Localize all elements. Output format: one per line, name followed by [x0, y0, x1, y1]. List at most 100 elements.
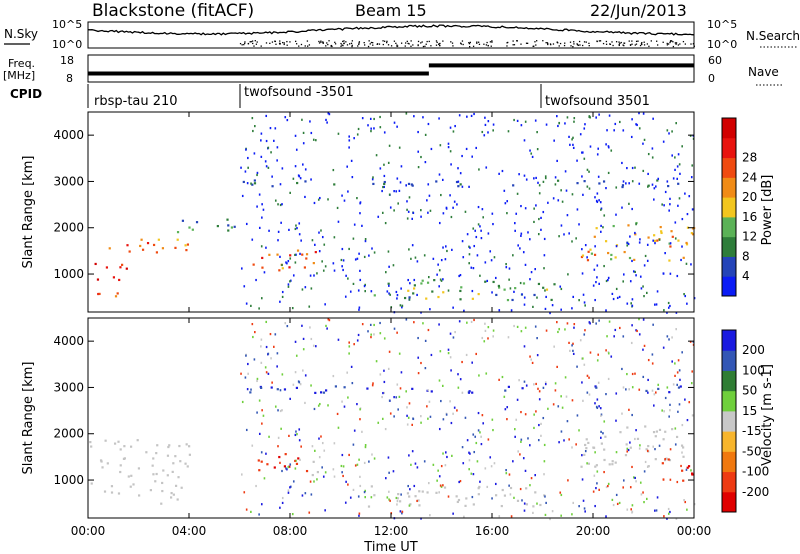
velocity-cell — [596, 470, 599, 473]
velocity-cell — [420, 415, 422, 418]
velocity-cell — [653, 404, 655, 407]
power-cell — [459, 172, 462, 175]
power-cell — [388, 292, 390, 295]
velocity-cell — [686, 466, 689, 469]
power-cell — [529, 149, 531, 152]
noise-search-point — [239, 42, 242, 45]
velocity-cell — [586, 374, 589, 377]
noise-search-point — [328, 40, 330, 42]
noise-search-point — [278, 42, 281, 45]
power-cell — [668, 132, 670, 135]
velocity-cell — [631, 372, 634, 376]
power-cell — [587, 250, 590, 253]
noise-search-point — [525, 42, 528, 44]
velocity-cell — [669, 510, 671, 514]
noise-search-point — [306, 40, 309, 42]
noise-search-point — [343, 42, 345, 44]
power-cell — [322, 269, 325, 272]
velocity-cell — [138, 494, 141, 497]
power-cell — [670, 230, 673, 233]
power-cell — [676, 177, 679, 180]
velocity-cell — [666, 386, 669, 389]
noise-search-point — [349, 43, 351, 45]
power-cell — [356, 257, 359, 260]
power-cell — [327, 198, 329, 201]
power-cell — [114, 295, 118, 298]
velocity-cell — [287, 465, 290, 469]
velocity-cell — [626, 508, 629, 511]
beam-title: Beam 15 — [355, 1, 427, 20]
power-cell — [536, 131, 538, 134]
power-cell — [447, 142, 450, 145]
velocity-cell — [268, 435, 270, 438]
power-cell — [141, 248, 145, 251]
velocity-cell — [572, 342, 574, 345]
y-tick-label: 1000 — [53, 473, 84, 487]
velocity-cell — [411, 423, 414, 426]
velocity-cell — [684, 398, 686, 401]
power-cell — [361, 117, 364, 120]
velocity-cell — [278, 455, 281, 459]
noise-search-point — [382, 43, 384, 46]
power-cell — [277, 230, 280, 233]
noise-search-point — [635, 43, 638, 45]
velocity-cell — [428, 400, 431, 403]
velocity-cell — [166, 474, 169, 477]
power-cell — [191, 228, 194, 231]
power-cell — [556, 159, 558, 163]
power-cell — [481, 208, 484, 211]
velocity-cell — [265, 371, 268, 374]
noise-search-point — [357, 45, 359, 47]
power-cell — [576, 182, 579, 185]
velocity-cell — [594, 465, 597, 468]
velocity-cell — [684, 500, 687, 504]
velocity-cell — [631, 510, 634, 513]
power-cell — [589, 145, 592, 148]
power-cell — [560, 189, 562, 192]
noise-search-point — [605, 43, 608, 45]
power-cell — [505, 262, 507, 266]
power-cell — [289, 279, 292, 282]
noise-search-point — [274, 40, 276, 42]
noise-search-point — [451, 42, 454, 44]
power-cell — [681, 145, 683, 148]
velocity-cell — [603, 458, 606, 462]
power-cell — [288, 228, 290, 231]
power-cell — [610, 253, 613, 257]
power-cell — [530, 152, 533, 155]
velocity-cell — [610, 355, 613, 358]
power-cell — [686, 226, 690, 229]
power-cell — [523, 139, 526, 142]
power-cell — [547, 201, 549, 204]
velocity-cell — [413, 321, 415, 324]
power-cell — [302, 131, 305, 135]
velocity-cell — [340, 464, 343, 468]
power-cell — [598, 199, 600, 202]
velocity-cell — [289, 485, 292, 488]
power-cell — [630, 302, 632, 305]
velocity-cell — [468, 391, 470, 394]
power-colorbar-tick: 20 — [742, 190, 757, 204]
noise-search-point — [367, 45, 370, 48]
noise-search-point — [342, 44, 344, 47]
velocity-cell — [631, 386, 634, 389]
power-cell — [285, 261, 287, 264]
power-cell — [337, 132, 340, 135]
velocity-cell — [392, 470, 395, 473]
power-cell — [328, 113, 331, 116]
power-cell — [674, 221, 677, 224]
power-cell — [647, 172, 649, 176]
power-cell — [531, 155, 534, 159]
velocity-cell — [336, 412, 339, 416]
velocity-cell — [310, 493, 313, 496]
power-cell — [399, 181, 402, 184]
noise-search-point — [635, 40, 638, 43]
velocity-cell — [260, 503, 263, 506]
power-cell — [256, 205, 258, 208]
noise-search-point — [435, 40, 438, 42]
velocity-cell — [646, 465, 649, 468]
velocity-cell — [587, 441, 590, 445]
power-cell — [677, 239, 680, 242]
power-cell — [377, 215, 380, 218]
